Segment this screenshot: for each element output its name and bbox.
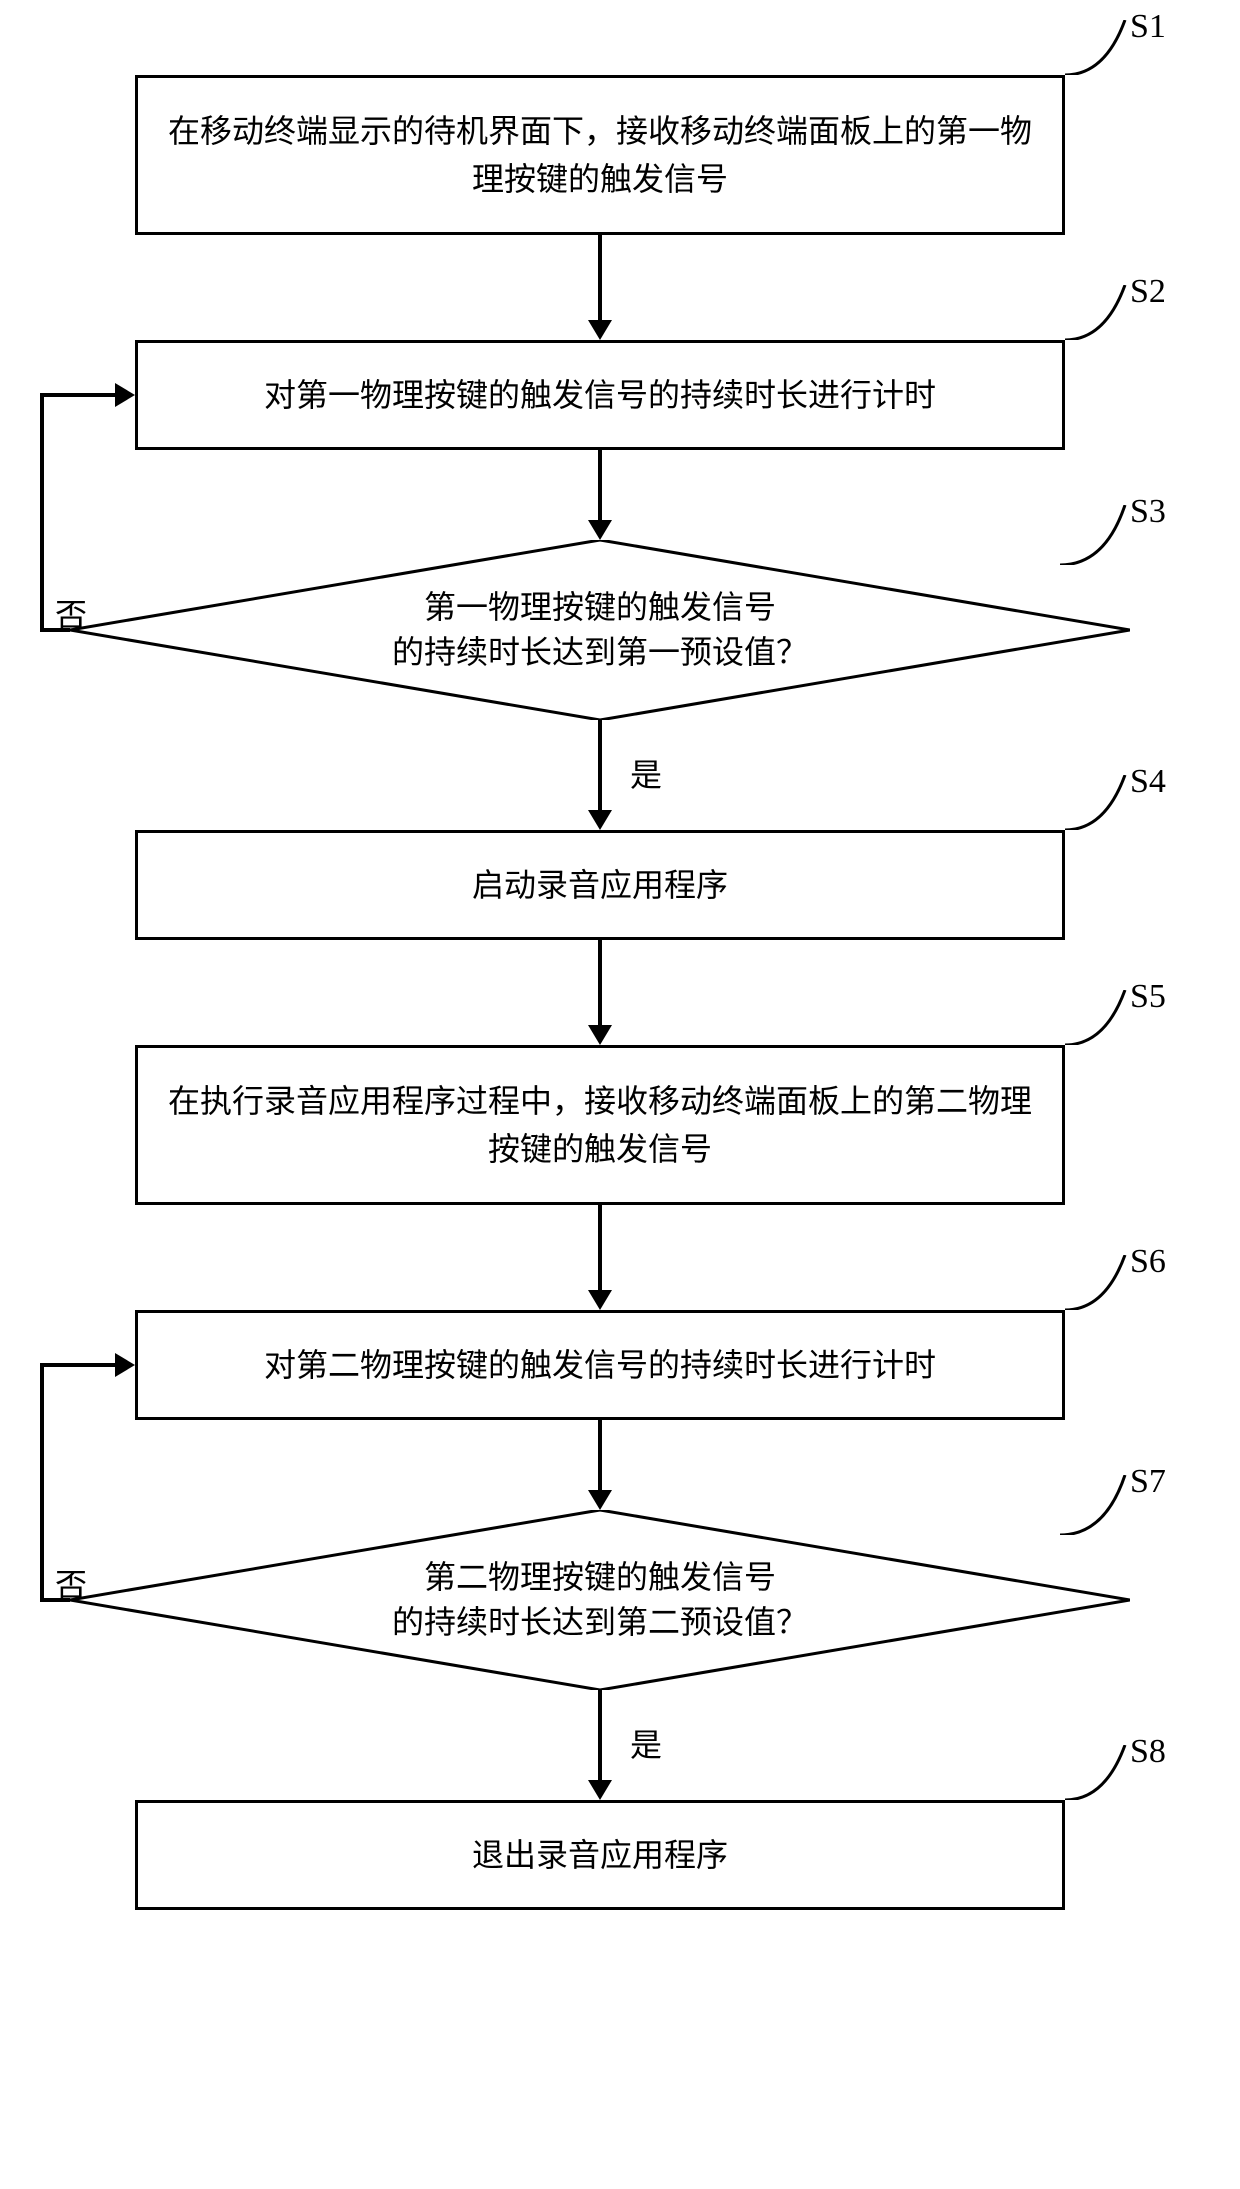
process-text: 启动录音应用程序 xyxy=(472,861,728,909)
edge-label-s7-yes: 是 xyxy=(630,1720,662,1766)
step-label-s6: S6 xyxy=(1130,1243,1166,1281)
arrow-s3-no-h2 xyxy=(40,393,115,397)
process-text: 在移动终端显示的待机界面下，接收移动终端面板上的第一物理按键的触发信号 xyxy=(158,107,1042,203)
arrow-s7-no-h2 xyxy=(40,1363,115,1367)
decision-diamond-s7: 第二物理按键的触发信号 的持续时长达到第二预设值？ xyxy=(70,1510,1130,1690)
arrow-s3-no-v xyxy=(40,395,44,632)
step-label-s1: S1 xyxy=(1130,8,1166,46)
arrowhead-s5-s6 xyxy=(588,1290,612,1310)
arrow-s6-s7 xyxy=(598,1420,602,1490)
process-box-s1: 在移动终端显示的待机界面下，接收移动终端面板上的第一物理按键的触发信号 xyxy=(135,75,1065,235)
process-box-s5: 在执行录音应用程序过程中，接收移动终端面板上的第二物理按键的触发信号 xyxy=(135,1045,1065,1205)
arrow-s3-s4 xyxy=(598,720,602,810)
arrowhead-s1-s2 xyxy=(588,320,612,340)
decision-text: 第一物理按键的触发信号 的持续时长达到第一预设值？ xyxy=(392,585,808,675)
step-label-s8: S8 xyxy=(1130,1733,1166,1771)
flowchart-container: 在移动终端显示的待机界面下，接收移动终端面板上的第一物理按键的触发信号 S1 对… xyxy=(0,0,1240,2189)
arrow-s1-s2 xyxy=(598,235,602,320)
arrowhead-s4-s5 xyxy=(588,1025,612,1045)
edge-label-s3-no: 否 xyxy=(55,590,87,636)
arrowhead-s3-s4 xyxy=(588,810,612,830)
process-text: 退出录音应用程序 xyxy=(472,1831,728,1879)
edge-label-s7-no: 否 xyxy=(55,1560,87,1606)
arrowhead-s7-s8 xyxy=(588,1780,612,1800)
arrow-s7-s8 xyxy=(598,1690,602,1780)
step-label-s2: S2 xyxy=(1130,273,1166,311)
step-label-s7: S7 xyxy=(1130,1463,1166,1501)
decision-text: 第二物理按键的触发信号 的持续时长达到第二预设值？ xyxy=(392,1555,808,1645)
process-text: 在执行录音应用程序过程中，接收移动终端面板上的第二物理按键的触发信号 xyxy=(158,1077,1042,1173)
step-label-s5: S5 xyxy=(1130,978,1166,1016)
step-label-s3: S3 xyxy=(1130,493,1166,531)
process-text: 对第一物理按键的触发信号的持续时长进行计时 xyxy=(264,371,936,419)
process-box-s4: 启动录音应用程序 xyxy=(135,830,1065,940)
process-box-s6: 对第二物理按键的触发信号的持续时长进行计时 xyxy=(135,1310,1065,1420)
arrow-s5-s6 xyxy=(598,1205,602,1290)
process-box-s2: 对第一物理按键的触发信号的持续时长进行计时 xyxy=(135,340,1065,450)
process-text: 对第二物理按键的触发信号的持续时长进行计时 xyxy=(264,1341,936,1389)
arrowhead-s7-no xyxy=(115,1353,135,1377)
arrowhead-s3-no xyxy=(115,383,135,407)
decision-diamond-s3: 第一物理按键的触发信号 的持续时长达到第一预设值？ xyxy=(70,540,1130,720)
step-label-s4: S4 xyxy=(1130,763,1166,801)
edge-label-s3-yes: 是 xyxy=(630,750,662,796)
arrow-s7-no-v xyxy=(40,1365,44,1602)
process-box-s8: 退出录音应用程序 xyxy=(135,1800,1065,1910)
arrow-s2-s3 xyxy=(598,450,602,520)
arrowhead-s6-s7 xyxy=(588,1490,612,1510)
arrow-s4-s5 xyxy=(598,940,602,1025)
arrowhead-s2-s3 xyxy=(588,520,612,540)
